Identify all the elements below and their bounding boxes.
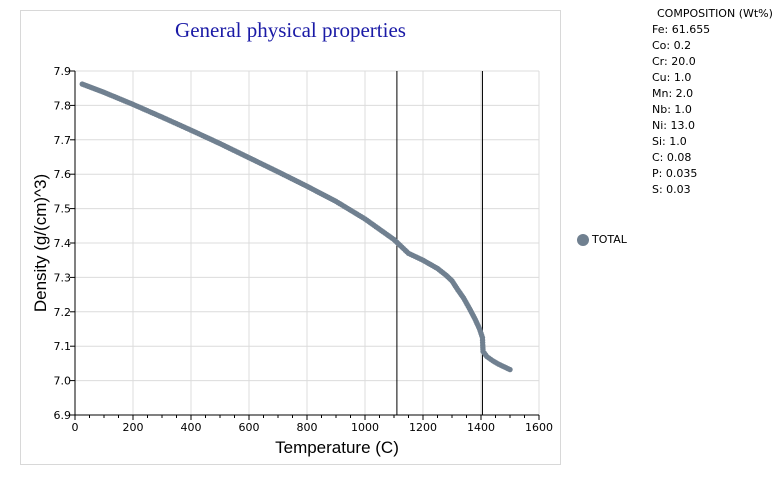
x-tick-label: 1200 [409,421,437,434]
composition-title: COMPOSITION (Wt%) [657,7,773,20]
legend-label: TOTAL [592,233,627,246]
plot-frame [20,10,561,465]
legend: TOTAL [577,233,627,246]
y-tick-label: 7.7 [54,134,72,147]
composition-item: Cr: 20.0 [652,55,696,68]
x-tick-label: 800 [297,421,318,434]
y-axis-label: Density (g/(cm)^3) [31,174,50,312]
x-tick-label: 200 [123,421,144,434]
composition-item: Ni: 13.0 [652,119,695,132]
composition-item: Si: 1.0 [652,135,687,148]
y-tick-label: 7.6 [54,168,72,181]
x-tick-label: 1400 [467,421,495,434]
y-tick-label: 7.8 [54,99,72,112]
x-tick-label: 1000 [351,421,379,434]
x-axis-label: Temperature (C) [275,438,399,457]
data-point [507,366,513,373]
composition-item: C: 0.08 [652,151,692,164]
y-tick-label: 6.9 [54,409,72,422]
x-tick-label: 600 [239,421,260,434]
y-tick-label: 7.9 [54,65,72,78]
y-tick-label: 7.1 [54,340,72,353]
composition-item: Cu: 1.0 [652,71,692,84]
composition-item: Co: 0.2 [652,39,692,52]
y-tick-label: 7.4 [54,237,72,250]
composition-item: S: 0.03 [652,183,691,196]
x-tick-label: 1600 [525,421,553,434]
composition-panel: COMPOSITION (Wt%) Fe: 61.655 Co: 0.2 Cr:… [652,6,773,198]
composition-item: Mn: 2.0 [652,87,694,100]
x-tick-label: 0 [72,421,79,434]
y-tick-label: 7.3 [54,271,72,284]
y-tick-label: 7.5 [54,203,72,216]
composition-item: Nb: 1.0 [652,103,692,116]
legend-marker [577,233,589,246]
x-tick-label: 400 [181,421,202,434]
y-tick-label: 7.0 [54,375,72,388]
y-tick-label: 7.2 [54,306,72,319]
composition-item: Fe: 61.655 [652,23,711,36]
composition-item: P: 0.035 [652,167,698,180]
chart-title: General physical properties [175,18,406,42]
